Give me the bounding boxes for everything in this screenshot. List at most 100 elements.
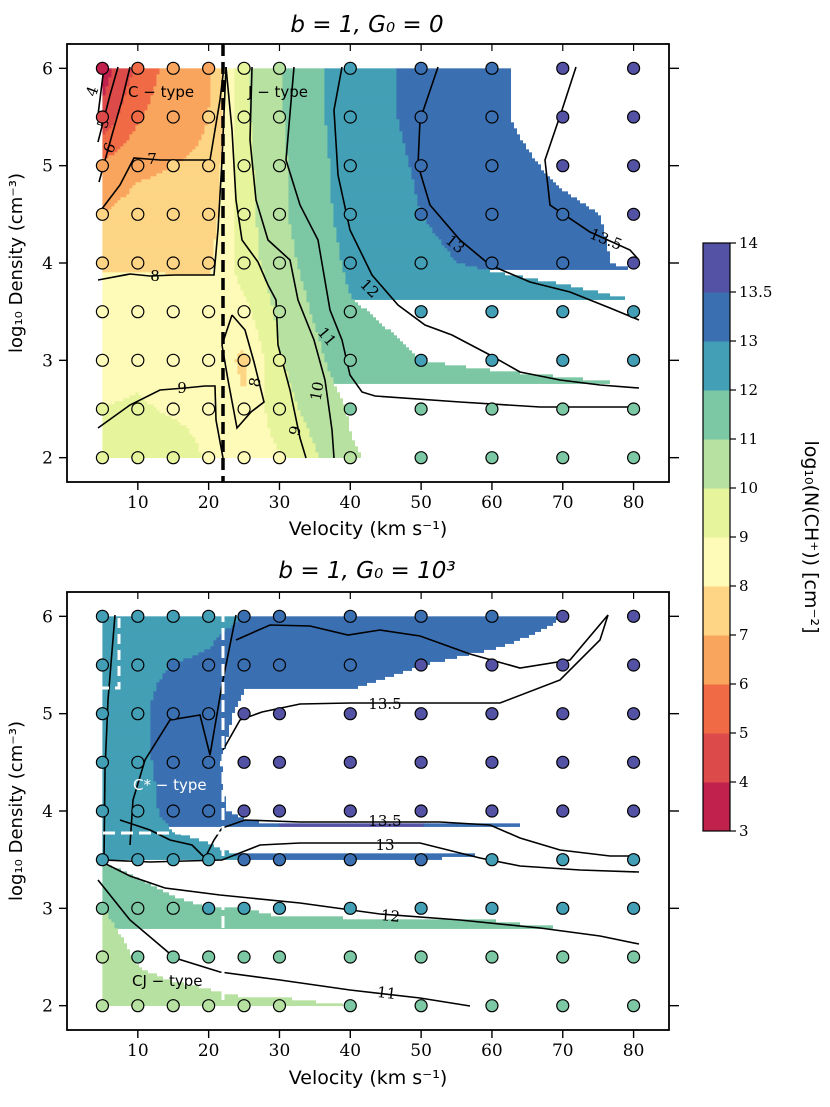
sample-point — [95, 804, 110, 818]
field-cell — [249, 101, 284, 105]
field-cell — [333, 215, 425, 219]
field-cell — [294, 245, 341, 249]
field-cell — [222, 137, 236, 141]
field-cell — [102, 1003, 344, 1006]
field-cell — [300, 275, 347, 279]
field-cell — [300, 269, 344, 273]
field-cell — [102, 700, 152, 704]
field-cell — [288, 173, 332, 177]
field-cell — [234, 95, 251, 99]
field-cell — [102, 233, 218, 237]
field-cell — [396, 101, 512, 105]
field-cell — [402, 134, 521, 138]
field-cell — [102, 748, 152, 752]
sample-point — [556, 999, 570, 1013]
field-cell — [405, 143, 527, 147]
sample-point — [556, 159, 570, 173]
region-boundary-c-type — [67, 615, 121, 690]
sample-point — [202, 707, 216, 721]
field-cell — [252, 137, 287, 141]
contour-top-12 — [333, 66, 640, 389]
field-cell — [249, 107, 284, 111]
field-cell — [114, 122, 140, 126]
field-cell — [279, 341, 323, 345]
sample-point — [626, 658, 641, 672]
field-cell — [288, 188, 332, 192]
sample-point — [556, 853, 570, 867]
field-cell — [417, 197, 578, 201]
field-cell — [156, 784, 224, 788]
field-cell — [102, 173, 158, 177]
field-cell — [102, 886, 158, 890]
sample-point — [414, 110, 428, 124]
field-cell — [252, 167, 290, 171]
field-cell — [288, 215, 335, 219]
field-cell — [102, 718, 152, 722]
field-cell — [408, 158, 536, 162]
field-cell — [240, 383, 248, 387]
field-cell — [432, 230, 605, 234]
field-cell — [249, 83, 284, 87]
field-cell — [327, 125, 401, 129]
field-cell — [414, 179, 554, 183]
field-cell — [291, 386, 338, 390]
contour-label: 13.5 — [368, 812, 401, 830]
field-cell — [234, 236, 260, 240]
sample-point — [95, 451, 110, 465]
field-cell — [324, 86, 398, 90]
y-tick-label: 2 — [42, 449, 53, 469]
field-cell — [249, 104, 284, 108]
field-cell — [102, 326, 257, 330]
field-cell — [150, 95, 212, 99]
field-cell — [102, 733, 152, 737]
sample-point — [343, 853, 357, 867]
field-cell — [156, 805, 227, 809]
field-cell — [414, 182, 557, 186]
field-cell — [327, 149, 407, 153]
sample-point — [166, 804, 180, 818]
field-cell — [234, 272, 266, 276]
field-cell — [264, 398, 296, 402]
field-cell — [102, 98, 125, 102]
field-cell — [102, 802, 158, 806]
field-cell — [288, 221, 335, 225]
field-cell — [246, 383, 266, 387]
field-cell — [102, 655, 194, 659]
sample-point — [272, 305, 287, 319]
field-cell — [102, 790, 158, 794]
field-cell — [234, 230, 260, 234]
field-cell — [252, 152, 287, 156]
field-cell — [426, 218, 602, 222]
panel-bottom-sample-points — [95, 609, 641, 1013]
colorbar-segment — [703, 390, 730, 440]
field-cell — [264, 395, 296, 399]
field-cell — [102, 874, 134, 878]
field-cell — [102, 407, 158, 411]
field-cell — [234, 152, 254, 156]
sample-point — [131, 402, 145, 416]
field-cell — [102, 230, 218, 234]
field-cell — [126, 194, 221, 198]
field-cell — [102, 419, 179, 423]
field-cell — [102, 778, 155, 782]
field-cell — [234, 622, 554, 626]
field-cell — [291, 383, 335, 387]
field-cell — [153, 92, 212, 96]
field-cell — [237, 278, 266, 282]
field-cell — [102, 287, 242, 291]
field-cell — [192, 149, 224, 153]
sample-point — [272, 110, 287, 124]
field-cell — [258, 248, 296, 252]
field-cell — [408, 161, 539, 165]
field-cell — [399, 122, 515, 126]
colorbar-segment — [703, 782, 730, 832]
field-cell — [216, 218, 236, 222]
field-cell — [396, 107, 512, 111]
field-cell — [324, 83, 398, 87]
field-cell — [210, 104, 224, 108]
sample-point — [626, 353, 641, 367]
panel-top-xlabel: Velocity (km s⁻¹) — [289, 518, 448, 540]
field-cell — [456, 260, 611, 264]
sample-point — [131, 609, 145, 623]
field-cell — [102, 841, 209, 845]
